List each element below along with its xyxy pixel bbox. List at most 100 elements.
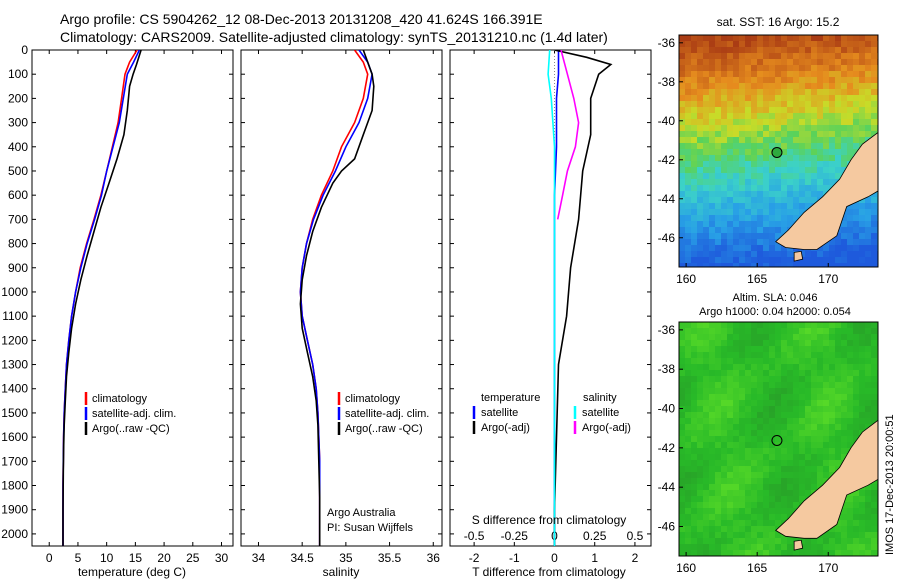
map-cell <box>715 167 722 174</box>
map-cell <box>841 149 848 156</box>
map-cell <box>715 382 722 389</box>
map-cell <box>739 478 746 485</box>
map-cell <box>721 520 728 527</box>
map-cell <box>745 59 752 66</box>
map-cell <box>739 179 746 186</box>
map-cell <box>817 406 824 413</box>
map-cell <box>865 113 872 120</box>
map-cell <box>679 532 686 539</box>
map-cell <box>757 334 764 341</box>
map-cell <box>769 466 776 473</box>
map-cell <box>823 448 830 455</box>
map-cell <box>727 436 734 443</box>
map-cell <box>709 514 716 521</box>
map-cell <box>679 233 686 240</box>
map-cell <box>835 47 842 54</box>
map-cell <box>727 221 734 228</box>
map-cell <box>829 167 836 174</box>
map-cell <box>841 358 848 365</box>
map-cell <box>751 448 758 455</box>
map-cell <box>709 376 716 383</box>
map-cell <box>691 95 698 102</box>
s-tick-label: 0.5 <box>627 529 644 543</box>
map-cell <box>697 263 704 267</box>
temperature-x-label: temperature (deg C) <box>78 565 186 579</box>
map-cell <box>817 179 824 186</box>
map-cell <box>685 191 692 198</box>
map-cell <box>847 328 854 335</box>
map-cell <box>679 155 686 162</box>
map-cell <box>823 131 830 138</box>
lon-tick-label: 170 <box>818 272 838 286</box>
map-cell <box>751 412 758 419</box>
map-cell <box>721 502 728 509</box>
map-cell <box>829 59 836 66</box>
map-cell <box>805 65 812 72</box>
map-cell <box>799 149 806 156</box>
map-cell <box>721 119 728 126</box>
map-cell <box>763 227 770 234</box>
map-cell <box>691 197 698 204</box>
map-cell <box>793 53 800 60</box>
map-cell <box>853 95 860 102</box>
map-cell <box>787 47 794 54</box>
map-cell <box>745 221 752 228</box>
map-cell <box>679 472 686 479</box>
map-cell <box>763 77 770 84</box>
map-cell <box>823 65 830 72</box>
map-cell <box>853 376 860 383</box>
map-cell <box>781 107 788 114</box>
map-cell <box>679 251 686 258</box>
map-cell <box>709 119 716 126</box>
map-cell <box>847 125 854 132</box>
map-cell <box>733 203 740 210</box>
map-cell <box>739 418 746 425</box>
map-cell <box>859 490 866 497</box>
map-cell <box>763 466 770 473</box>
map-cell <box>829 466 836 473</box>
map-cell <box>865 233 872 240</box>
map-cell <box>799 197 806 204</box>
map-cell <box>757 496 764 503</box>
map-cell <box>811 352 818 359</box>
map-cell <box>697 221 704 228</box>
map-cell <box>871 221 878 228</box>
map-cell <box>841 382 848 389</box>
map-cell <box>853 388 860 395</box>
map-cell <box>751 65 758 72</box>
x-tick-label: 34.5 <box>290 551 314 565</box>
map-cell <box>859 376 866 383</box>
map-cell <box>733 161 740 168</box>
lon-tick-label: 170 <box>818 561 838 575</box>
map-cell <box>817 424 824 431</box>
map-cell <box>763 454 770 461</box>
map-cell <box>781 478 788 485</box>
map-cell <box>733 245 740 252</box>
map-cell <box>733 185 740 192</box>
map-cell <box>685 77 692 84</box>
map-cell <box>751 155 758 162</box>
argo-location-marker <box>771 434 783 446</box>
map-cell <box>823 460 830 467</box>
map-cell <box>703 239 710 246</box>
map-cell <box>829 448 836 455</box>
map-cell <box>865 71 872 78</box>
map-cell <box>847 538 854 545</box>
map-cell <box>727 520 734 527</box>
map-cell <box>769 53 776 60</box>
map-cell <box>865 59 872 66</box>
credit-line-1: Argo Australia <box>327 507 396 519</box>
map-cell <box>739 430 746 437</box>
map-cell <box>787 215 794 222</box>
map-cell <box>835 538 842 545</box>
map-cell <box>811 382 818 389</box>
map-cell <box>733 472 740 479</box>
map-cell <box>787 35 794 42</box>
map-cell <box>739 59 746 66</box>
sla-map <box>679 322 878 556</box>
map-cell <box>799 119 806 126</box>
map-cell <box>691 436 698 443</box>
map-cell <box>709 95 716 102</box>
map-cell <box>787 59 794 66</box>
map-cell <box>793 424 800 431</box>
